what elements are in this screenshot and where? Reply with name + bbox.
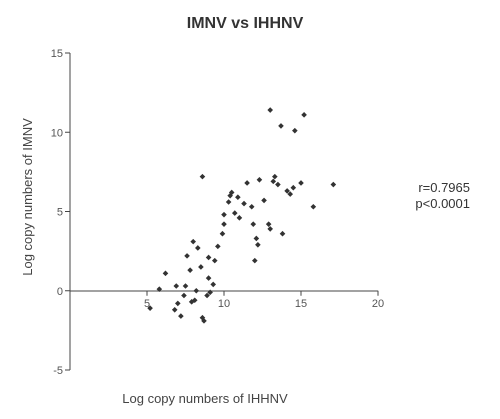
data-point xyxy=(207,289,213,296)
axes xyxy=(69,53,378,370)
data-point xyxy=(221,221,227,227)
data-point xyxy=(261,197,267,204)
data-point xyxy=(241,200,247,207)
data-point xyxy=(278,123,284,129)
data-point xyxy=(330,181,337,188)
y-ticks: -5 0 5 10 15 xyxy=(51,48,70,377)
data-point xyxy=(256,177,263,183)
data-point xyxy=(205,254,212,261)
y-tick-label: 0 xyxy=(57,286,63,298)
data-point xyxy=(181,292,187,299)
data-point xyxy=(198,264,204,270)
y-tick-label: 15 xyxy=(51,48,63,60)
data-point xyxy=(267,226,273,232)
data-points xyxy=(147,107,337,324)
x-tick-label: 15 xyxy=(295,298,307,310)
data-point xyxy=(255,241,261,248)
correlation-annotation: r=0.7965 xyxy=(418,180,470,195)
data-point xyxy=(287,191,294,197)
data-point xyxy=(184,253,190,259)
data-point xyxy=(190,238,196,245)
data-point xyxy=(193,287,200,294)
x-axis-label: Log copy numbers of IHHNV xyxy=(122,391,288,406)
data-point xyxy=(228,189,235,196)
data-point xyxy=(301,112,307,118)
data-point xyxy=(244,180,250,186)
data-point xyxy=(162,270,169,277)
y-tick-label: 10 xyxy=(51,127,63,139)
data-point xyxy=(253,235,260,242)
data-point xyxy=(231,210,238,216)
data-point xyxy=(156,286,163,292)
data-point xyxy=(182,283,189,289)
data-point xyxy=(204,292,210,299)
data-point xyxy=(205,275,212,281)
data-point xyxy=(250,221,257,227)
data-point xyxy=(201,318,207,324)
data-point xyxy=(191,297,198,304)
y-tick-label: -5 xyxy=(53,365,63,377)
chart-title: IMNV vs IHHNV xyxy=(187,15,304,32)
data-point xyxy=(298,180,304,186)
p-value-annotation: p<0.0001 xyxy=(415,196,470,211)
data-point xyxy=(215,243,221,250)
data-point xyxy=(187,267,193,273)
data-point xyxy=(178,313,184,319)
data-point xyxy=(199,173,206,180)
data-point xyxy=(173,283,180,289)
data-point xyxy=(270,178,277,185)
data-point xyxy=(275,181,281,188)
data-point xyxy=(195,245,201,251)
data-point xyxy=(310,203,317,210)
data-point xyxy=(236,215,243,221)
data-point xyxy=(225,199,232,205)
x-ticks: 5 10 15 20 xyxy=(144,290,384,310)
data-point xyxy=(219,230,226,237)
data-point xyxy=(171,306,178,313)
data-point xyxy=(279,230,286,237)
data-point xyxy=(272,173,278,180)
x-tick-label: 20 xyxy=(372,298,384,310)
data-point xyxy=(252,257,258,264)
data-point xyxy=(147,305,153,311)
data-point xyxy=(248,203,255,210)
data-point xyxy=(175,300,181,307)
data-point xyxy=(265,221,272,227)
data-point xyxy=(284,188,290,194)
data-point xyxy=(221,211,227,218)
x-tick-label: 10 xyxy=(218,298,230,310)
y-axis-label: Log copy numbers of IMNV xyxy=(20,118,35,276)
y-tick-label: 5 xyxy=(57,207,63,219)
data-point xyxy=(210,281,217,288)
data-point xyxy=(235,194,241,201)
data-point xyxy=(211,257,218,264)
data-point xyxy=(292,127,298,134)
data-point xyxy=(290,184,297,191)
data-point xyxy=(267,107,273,113)
x-tick-label: 5 xyxy=(144,298,150,310)
